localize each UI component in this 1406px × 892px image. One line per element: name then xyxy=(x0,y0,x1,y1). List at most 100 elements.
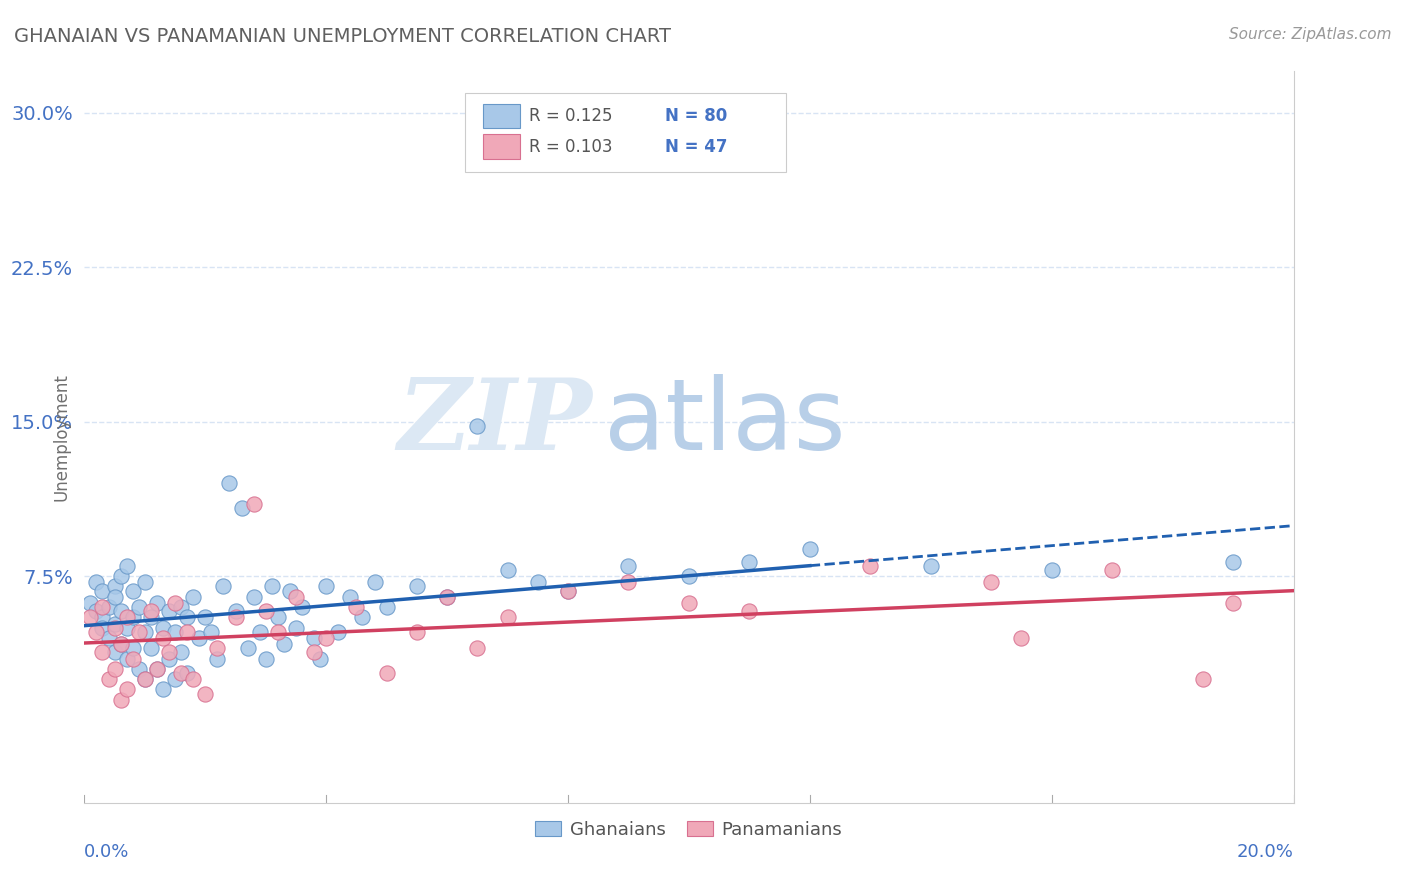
Point xyxy=(79,610,101,624)
Point xyxy=(110,637,132,651)
Point xyxy=(242,590,264,604)
Point xyxy=(91,583,114,598)
Point xyxy=(110,569,132,583)
Point xyxy=(363,575,385,590)
Point xyxy=(1222,555,1244,569)
Point xyxy=(104,590,127,604)
Point xyxy=(86,604,108,618)
Point xyxy=(1192,672,1215,686)
Y-axis label: Unemployment: Unemployment xyxy=(52,373,70,501)
Point xyxy=(1011,631,1033,645)
Text: Source: ZipAtlas.com: Source: ZipAtlas.com xyxy=(1229,27,1392,42)
Point xyxy=(121,651,143,665)
Point xyxy=(617,558,640,573)
Point xyxy=(146,662,169,676)
Point xyxy=(859,558,882,573)
Point xyxy=(260,579,283,593)
Point xyxy=(200,624,222,639)
Point xyxy=(170,645,193,659)
Point xyxy=(139,641,162,656)
Point xyxy=(152,621,174,635)
Point xyxy=(115,610,138,624)
Text: 0.0%: 0.0% xyxy=(84,843,129,861)
Point xyxy=(406,624,429,639)
Point xyxy=(170,665,193,680)
Point xyxy=(146,662,169,676)
Point xyxy=(165,672,187,686)
Point xyxy=(496,563,519,577)
Point xyxy=(242,497,264,511)
Point xyxy=(225,610,247,624)
Point xyxy=(375,665,398,680)
Point xyxy=(134,672,156,686)
Point xyxy=(285,621,308,635)
Text: ZIP: ZIP xyxy=(398,375,592,471)
Point xyxy=(799,542,821,557)
Point xyxy=(278,583,301,598)
Bar xyxy=(484,103,520,128)
Point xyxy=(557,583,579,598)
Text: 20.0%: 20.0% xyxy=(1237,843,1294,861)
Text: atlas: atlas xyxy=(605,374,846,471)
Point xyxy=(157,645,180,659)
Point xyxy=(315,631,337,645)
Point xyxy=(375,600,398,615)
Point xyxy=(170,600,193,615)
Point xyxy=(110,637,132,651)
Point xyxy=(1040,563,1063,577)
Point xyxy=(121,583,143,598)
Point xyxy=(1222,596,1244,610)
Point xyxy=(339,590,361,604)
Point xyxy=(157,604,180,618)
Bar xyxy=(484,135,520,159)
Point xyxy=(91,600,114,615)
Point xyxy=(436,590,458,604)
Point xyxy=(110,693,132,707)
Point xyxy=(91,621,114,635)
Point xyxy=(139,604,162,618)
Point xyxy=(346,600,368,615)
Point xyxy=(267,610,290,624)
Point xyxy=(496,610,519,624)
Point xyxy=(309,651,332,665)
Point xyxy=(104,662,127,676)
Point xyxy=(273,637,295,651)
Point xyxy=(738,604,761,618)
Point xyxy=(236,641,259,656)
Legend: Ghanaians, Panamanians: Ghanaians, Panamanians xyxy=(529,814,849,847)
Point xyxy=(188,631,211,645)
Point xyxy=(115,651,138,665)
Point xyxy=(218,476,240,491)
Point xyxy=(254,651,277,665)
Point xyxy=(315,579,337,593)
Point xyxy=(617,575,640,590)
Point xyxy=(678,596,700,610)
Point xyxy=(1101,563,1123,577)
Point xyxy=(104,579,127,593)
Point xyxy=(115,682,138,697)
Point xyxy=(121,641,143,656)
Point xyxy=(128,600,150,615)
Point xyxy=(134,575,156,590)
Text: N = 80: N = 80 xyxy=(665,107,727,125)
Text: R = 0.103: R = 0.103 xyxy=(529,137,613,156)
Point xyxy=(165,596,187,610)
Text: GHANAIAN VS PANAMANIAN UNEMPLOYMENT CORRELATION CHART: GHANAIAN VS PANAMANIAN UNEMPLOYMENT CORR… xyxy=(14,27,671,45)
Text: N = 47: N = 47 xyxy=(665,137,727,156)
Point xyxy=(302,631,325,645)
Point xyxy=(207,641,229,656)
Point xyxy=(128,624,150,639)
Point xyxy=(738,555,761,569)
Point xyxy=(165,624,187,639)
Point xyxy=(249,624,271,639)
Point xyxy=(436,590,458,604)
Point xyxy=(104,621,127,635)
Point xyxy=(467,418,489,433)
Point xyxy=(920,558,942,573)
Point xyxy=(97,631,120,645)
Point xyxy=(104,616,127,631)
Point xyxy=(328,624,350,639)
Point xyxy=(212,579,235,593)
Point xyxy=(110,604,132,618)
Point xyxy=(406,579,429,593)
